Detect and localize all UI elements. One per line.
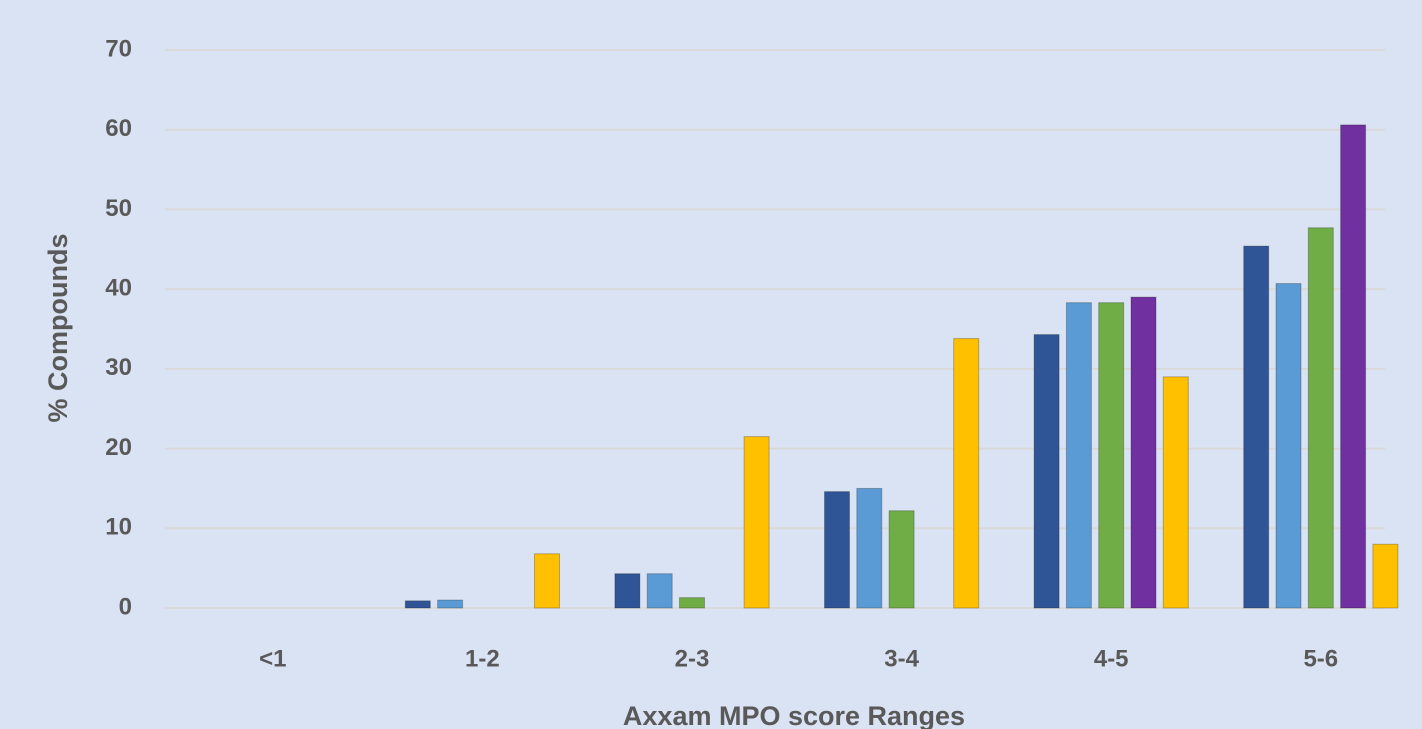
bar: [953, 338, 980, 609]
bar: [1243, 245, 1270, 609]
x-tick-label: 2-3: [675, 645, 710, 672]
bar: [404, 600, 431, 609]
bar: [743, 436, 770, 609]
bar: [1033, 334, 1060, 609]
y-tick-label: 20: [105, 434, 132, 461]
x-axis-title: Axxam MPO score Ranges: [623, 701, 965, 729]
y-tick-label: 0: [119, 593, 132, 620]
bar: [1275, 283, 1302, 609]
x-tick-label: 1-2: [465, 645, 500, 672]
bar: [1307, 227, 1334, 609]
bar: [679, 597, 705, 609]
bar: [1372, 543, 1399, 609]
bar: [1162, 376, 1189, 609]
y-tick-label: 60: [105, 115, 132, 142]
bar: [824, 491, 850, 609]
bar: [1130, 296, 1157, 609]
bar: [888, 510, 915, 609]
bar: [646, 573, 673, 609]
y-tick-label: 40: [105, 274, 132, 301]
x-tick-label: <1: [259, 645, 286, 672]
y-axis-title: % Compounds: [43, 234, 73, 423]
x-tick-label: 4-5: [1094, 645, 1129, 672]
bar: [1098, 302, 1125, 609]
y-tick-label: 30: [105, 354, 132, 381]
x-tick-label: 3-4: [884, 645, 919, 672]
bar: [614, 573, 641, 609]
y-tick-label: 70: [105, 35, 132, 62]
bar: [856, 487, 883, 609]
bar: [437, 599, 464, 609]
x-tick-label: 5-6: [1303, 645, 1338, 672]
bar: [534, 553, 560, 609]
y-tick-label: 10: [105, 514, 132, 541]
y-tick-label: 50: [105, 195, 132, 222]
bar: [1065, 302, 1092, 609]
bar: [1340, 124, 1367, 609]
